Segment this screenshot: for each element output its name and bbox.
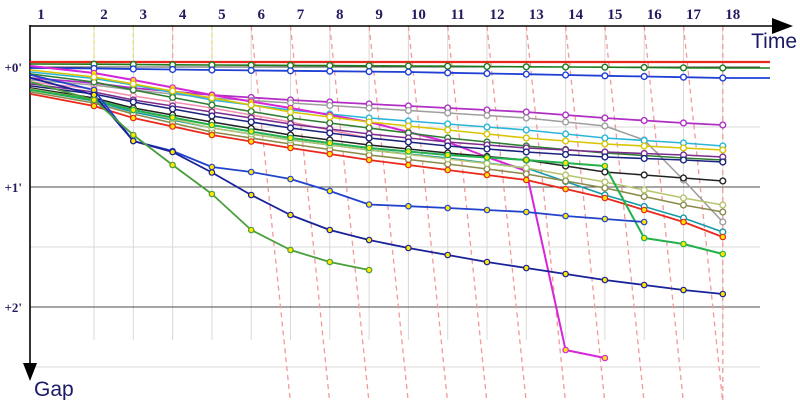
svg-text:+0': +0' [4, 60, 22, 75]
svg-text:16: 16 [647, 7, 663, 23]
svg-text:9: 9 [375, 7, 383, 23]
svg-text:7: 7 [297, 7, 305, 23]
svg-text:17: 17 [686, 7, 702, 23]
svg-text:15: 15 [607, 7, 622, 23]
svg-text:1: 1 [37, 7, 45, 23]
svg-text:+2': +2' [4, 300, 22, 315]
svg-text:8: 8 [336, 7, 344, 23]
svg-text:5: 5 [218, 7, 226, 23]
svg-text:6: 6 [257, 7, 265, 23]
svg-text:Time: Time [751, 30, 797, 53]
svg-text:12: 12 [490, 7, 505, 23]
svg-text:+1': +1' [4, 180, 22, 195]
svg-text:11: 11 [451, 7, 465, 23]
svg-text:14: 14 [568, 7, 584, 23]
svg-text:18: 18 [725, 7, 740, 23]
svg-text:Gap: Gap [34, 378, 74, 400]
svg-text:3: 3 [140, 7, 148, 23]
svg-text:2: 2 [100, 7, 108, 23]
svg-text:10: 10 [411, 7, 426, 23]
svg-text:4: 4 [179, 7, 187, 23]
svg-text:13: 13 [529, 7, 544, 23]
